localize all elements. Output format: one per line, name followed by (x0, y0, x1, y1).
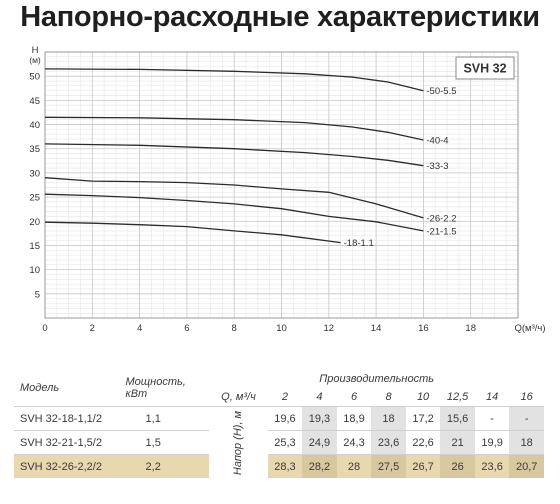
head-value-cell: 17,2 (405, 406, 441, 431)
head-value-cell: 24,9 (302, 430, 337, 455)
y-axis-unit: (м) (29, 55, 41, 65)
x-tick-label: 8 (232, 323, 237, 334)
series-curve (44, 68, 424, 92)
head-value-cell: 28,2 (302, 454, 337, 478)
x-tick-label: 18 (465, 323, 476, 334)
y-tick-label: 35 (29, 144, 40, 155)
head-value-cell: 27,5 (371, 454, 406, 478)
head-value-cell: 28 (336, 454, 372, 478)
head-flow-chart: 0 2 4 6 8 10 12 14 16 18 5 10 15 20 25 30 35 40 45 50 H (м) Q(… (0, 38, 560, 343)
head-value-cell: 25,3 (267, 430, 303, 455)
head-value-cell: 28,3 (267, 454, 303, 478)
flow-header-cell: 16 (520, 391, 533, 403)
model-cell: SVH 32-18-1,1/2 (14, 406, 122, 431)
y-tick-label: 40 (29, 120, 40, 131)
model-cell: SVH 32-21-1,5/2 (14, 430, 122, 455)
head-value-cell: - (509, 406, 544, 431)
model-cell: SVH 32-26-2,2/2 (14, 454, 122, 478)
x-tick-label: 16 (418, 323, 429, 334)
x-tick-label: 14 (371, 323, 382, 334)
x-tick-label: 12 (324, 323, 335, 334)
head-value-cell: 19,9 (474, 430, 510, 455)
flow-header-cell: 10 (416, 391, 430, 403)
series-curve (44, 193, 424, 232)
chart-title-box (455, 56, 515, 80)
head-value-cell: 26 (440, 454, 475, 478)
table-row: SVH 32-21-1,5/2 1,5 25,3 24,9 24,3 23,6 22,6 21… (14, 430, 544, 455)
col-q-header: Q, м³/ч (221, 391, 256, 403)
table-row: SVH 32-26-2,2/2 2,2 28,3 28,2 28 27,5 26,7 26 23… (14, 454, 544, 478)
series-label: -21-1.5 (426, 226, 456, 237)
y-axis-label: H (32, 45, 39, 56)
head-value-cell: 18,9 (336, 406, 372, 431)
head-value-cell: 22,6 (405, 430, 441, 455)
page-title: Напорно-расходные характеристики (20, 1, 540, 33)
flow-header-cell: 4 (316, 391, 323, 403)
series-curve (44, 143, 424, 167)
flow-header-cell: 6 (350, 391, 358, 403)
y-tick-label: 45 (29, 96, 40, 107)
y-tick-label: 15 (29, 241, 40, 252)
x-tick-label: 0 (42, 323, 47, 334)
chart-svg: 0 2 4 6 8 10 12 14 16 18 5 10 15 20 25 30 35 40 45 50 H(м) Q(… (29, 45, 545, 334)
spec-table: Модель Мощность, кВт Производительность … (14, 370, 544, 478)
head-value-cell: - (474, 406, 510, 431)
head-value-cell: 19,6 (267, 406, 303, 431)
x-axis-label: Q(м³/ч) (514, 323, 545, 334)
col-model-header: Модель (20, 382, 60, 394)
flow-header-cell: 14 (486, 391, 499, 403)
col-power-line2: кВт (125, 388, 148, 400)
y-tick-label: 30 (29, 168, 40, 179)
head-value-cell: 18 (371, 406, 406, 431)
y-tick-label: 5 (35, 289, 40, 300)
head-value-cell: 19,3 (302, 406, 337, 431)
head-value-cell: 15,6 (440, 406, 475, 431)
y-tick-label: 20 (29, 217, 40, 228)
power-cell: 1,1 (121, 406, 210, 431)
series-label: -50-5.5 (426, 86, 456, 97)
y-tick-label: 50 (29, 72, 40, 83)
series-label: -26-2.2 (426, 213, 456, 224)
flow-header-cell: 2 (281, 391, 288, 403)
series-curve (44, 116, 424, 141)
power-cell: 2,2 (121, 454, 210, 478)
head-value-cell: 26,7 (405, 454, 441, 478)
head-value-cell: 24,3 (336, 430, 372, 455)
series-label: -40-4 (426, 136, 448, 147)
x-tick-label: 4 (137, 323, 142, 334)
head-label-cell: Напор (H), м (209, 406, 268, 478)
head-value-cell: 20,7 (509, 454, 544, 478)
table-row: SVH 32-18-1,1/2 1,1 Напор (H), м 19,6 19,3 18… (14, 406, 544, 478)
col-power-line1: Мощность, (125, 376, 186, 388)
series-curve (44, 177, 424, 219)
flow-header-cell: 12,5 (446, 391, 469, 403)
power-cell: 1,5 (121, 430, 210, 455)
head-label: Напор (H), м (232, 410, 245, 475)
x-tick-label: 10 (276, 323, 287, 334)
y-tick-label: 10 (29, 265, 40, 276)
col-power-header: Мощность, кВт (122, 370, 210, 407)
head-value-cell: 23,6 (371, 430, 406, 455)
plot-frame (44, 51, 519, 319)
label-layer: -50-5.5 -40-4 -33-3 -26-2.2 -21-1.5 -18-1.1 SV… (344, 56, 515, 249)
x-tick-label: 6 (184, 323, 189, 334)
head-value-cell: 23,6 (474, 454, 510, 478)
x-tick-label: 2 (90, 323, 95, 334)
series-curve (44, 221, 341, 244)
chart-title: SVH 32 (463, 62, 506, 76)
series-layer (44, 68, 424, 244)
axis-layer: 0 2 4 6 8 10 12 14 16 18 5 10 15 20 25 30 35 40 45 50 H(м) Q(… (29, 45, 545, 334)
series-label: -18-1.1 (344, 238, 374, 249)
col-perf-header: Производительность (319, 373, 435, 385)
series-label: -33-3 (426, 161, 448, 172)
y-tick-label: 25 (29, 193, 40, 204)
head-value-cell: 18 (509, 430, 544, 455)
head-value-cell: 21 (440, 430, 475, 455)
flow-header-cell: 8 (385, 391, 392, 403)
